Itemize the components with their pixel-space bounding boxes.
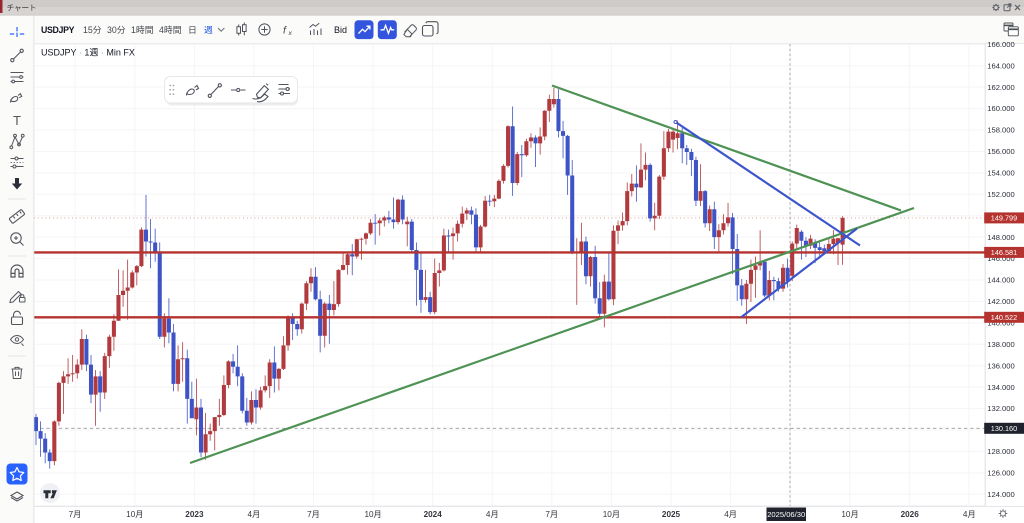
svg-text:144.000: 144.000 (987, 276, 1014, 285)
svg-text:126.000: 126.000 (987, 469, 1014, 478)
svg-text:4月: 4月 (486, 510, 499, 519)
svg-text:148.000: 148.000 (987, 233, 1014, 242)
svg-text:140.522: 140.522 (991, 313, 1017, 322)
svg-text:2026: 2026 (901, 510, 920, 519)
svg-text:134.000: 134.000 (987, 383, 1014, 392)
svg-text:164.000: 164.000 (987, 61, 1014, 70)
svg-text:2023: 2023 (185, 510, 204, 519)
svg-text:Bid: Bid (334, 25, 347, 35)
svg-text:4時間: 4時間 (159, 25, 182, 35)
svg-text:4月: 4月 (724, 510, 737, 519)
svg-text:138.000: 138.000 (987, 340, 1014, 349)
svg-text:10月: 10月 (364, 510, 381, 519)
svg-text:158.000: 158.000 (987, 126, 1014, 135)
svg-text:128.000: 128.000 (987, 447, 1014, 456)
svg-text:149.799: 149.799 (991, 214, 1017, 223)
svg-text:4月: 4月 (248, 510, 261, 519)
svg-text:USDJPY · 1週 · Min FX: USDJPY · 1週 · Min FX (41, 48, 135, 58)
svg-text:160.000: 160.000 (987, 104, 1014, 113)
svg-text:154.000: 154.000 (987, 169, 1014, 178)
svg-text:136.000: 136.000 (987, 361, 1014, 370)
svg-text:132.000: 132.000 (987, 404, 1014, 413)
svg-text:156.000: 156.000 (987, 147, 1014, 156)
svg-text:146.581: 146.581 (991, 248, 1017, 257)
svg-text:f: f (283, 25, 287, 37)
svg-text:4月: 4月 (963, 510, 976, 519)
svg-text:T: T (13, 113, 21, 128)
svg-text:x: x (288, 30, 293, 37)
svg-text:30分: 30分 (107, 25, 126, 35)
svg-text:2024: 2024 (424, 510, 443, 519)
svg-text:7月: 7月 (307, 510, 320, 519)
svg-text:142.000: 142.000 (987, 297, 1014, 306)
svg-text:7月: 7月 (545, 510, 558, 519)
svg-text:15分: 15分 (83, 25, 102, 35)
svg-text:1時間: 1時間 (131, 25, 154, 35)
svg-text:日: 日 (188, 25, 197, 35)
svg-text:166.000: 166.000 (987, 40, 1014, 49)
svg-text:10月: 10月 (603, 510, 620, 519)
svg-text:7月: 7月 (69, 510, 82, 519)
svg-text:10月: 10月 (126, 510, 143, 519)
svg-text:140.000: 140.000 (987, 319, 1014, 328)
svg-text:162.000: 162.000 (987, 83, 1014, 92)
svg-text:124.000: 124.000 (987, 490, 1014, 499)
svg-text:130.160: 130.160 (991, 424, 1017, 433)
svg-text:152.000: 152.000 (987, 190, 1014, 199)
svg-text:2025: 2025 (662, 510, 681, 519)
svg-text:週: 週 (204, 25, 213, 35)
svg-text:チャート: チャート (7, 3, 37, 12)
svg-text:2025/06/30: 2025/06/30 (767, 510, 805, 519)
svg-text:10月: 10月 (841, 510, 858, 519)
svg-text:USDJPY: USDJPY (41, 25, 75, 35)
svg-text:146.000: 146.000 (987, 254, 1014, 263)
